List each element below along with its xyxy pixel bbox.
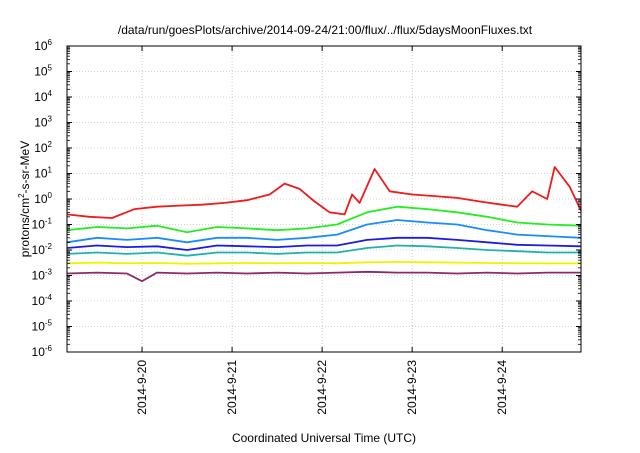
x-tick-label: 2014-9-24	[495, 360, 509, 415]
y-axis-label-superscript: 2	[17, 193, 26, 198]
x-tick-label: 2014-9-21	[225, 360, 239, 415]
series-group	[66, 166, 582, 283]
y-tick-label: 104	[34, 89, 52, 104]
y-axis: 10-6 10-5 10-4 10-3 10-2 10-1 100 101 102 103 104 1…	[32, 38, 581, 359]
y-tick-label: 10-5	[32, 319, 53, 334]
y-tick-label: 10-6	[32, 344, 53, 359]
y-tick-label: 10-3	[32, 268, 53, 283]
series-line-3	[66, 219, 582, 244]
series-line-1	[66, 166, 582, 219]
series-line-7	[66, 270, 581, 283]
x-tick-label: 2014-9-20	[135, 360, 149, 415]
y-tick-label: 106	[34, 38, 52, 53]
y-axis-label: protons/cm2-s-sr-MeV	[17, 141, 32, 257]
y-tick-label: 10-2	[32, 242, 53, 257]
series-line-5	[66, 244, 581, 257]
x-tick-label: 2014-9-22	[315, 360, 329, 415]
plot-frame	[66, 45, 582, 353]
y-tick-label: 10-1	[32, 217, 53, 232]
y-axis-label-prefix: protons/cm	[18, 198, 32, 257]
y-axis-label-suffix: -s-sr-MeV	[18, 141, 32, 194]
y-tick-label: 105	[34, 64, 52, 79]
y-tick-label: 101	[34, 166, 52, 181]
series-line-4	[66, 236, 582, 251]
x-axis-label: Coordinated Universal Time (UTC)	[232, 431, 416, 445]
y-tick-label: 10-4	[32, 293, 53, 308]
y-tick-label: 103	[34, 115, 52, 130]
x-axis: 2014-9-20 2014-9-21 2014-9-22 2014-9-23 2014…	[135, 46, 509, 415]
chart-title: /data/run/goesPlots/archive/2014-09-24/2…	[118, 23, 533, 37]
x-tick-label: 2014-9-23	[405, 360, 419, 415]
y-tick-label: 102	[34, 140, 52, 155]
series-line-2	[66, 205, 582, 234]
y-tick-label: 100	[34, 191, 52, 206]
series-line-6	[66, 260, 581, 265]
grid	[67, 46, 581, 352]
